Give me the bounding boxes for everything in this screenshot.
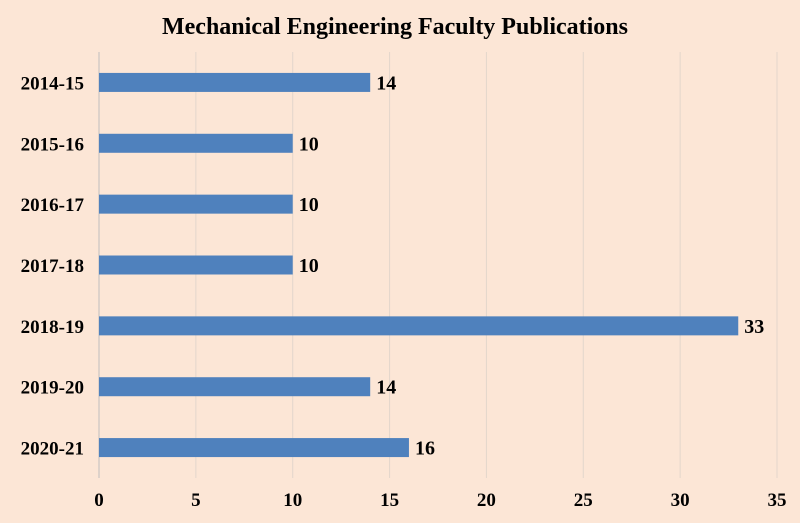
category-label: 2014-15 <box>21 73 84 94</box>
bar <box>99 72 371 92</box>
data-labels: 14 10 10 10 33 14 16 <box>299 72 765 459</box>
chart-title: Mechanical Engineering Faculty Publicati… <box>162 14 628 40</box>
category-label: 2020-21 <box>21 439 84 460</box>
x-tick-label: 35 <box>768 490 787 511</box>
data-label: 14 <box>376 72 396 94</box>
category-label: 2019-20 <box>21 378 84 399</box>
category-label: 2015-16 <box>21 134 84 155</box>
y-axis-category-labels: 2014-15 2015-16 2016-17 2017-18 2018-19 2019-… <box>21 73 85 459</box>
x-tick-label: 15 <box>380 490 399 511</box>
x-axis-tick-labels: 0 5 10 15 20 25 30 35 <box>94 490 786 511</box>
data-label: 10 <box>299 133 319 155</box>
bar <box>99 194 293 214</box>
x-tick-label: 30 <box>671 490 690 511</box>
x-tick-label: 0 <box>94 490 104 511</box>
bars <box>99 72 739 458</box>
bar <box>99 316 739 336</box>
x-tick-label: 20 <box>477 490 496 511</box>
bar <box>99 255 293 275</box>
x-tick-label: 10 <box>283 490 302 511</box>
category-label: 2017-18 <box>21 256 84 277</box>
data-label: 14 <box>376 377 396 399</box>
bar <box>99 133 293 153</box>
bar <box>99 377 371 397</box>
bar <box>99 438 409 458</box>
x-tick-label: 25 <box>574 490 593 511</box>
category-label: 2018-19 <box>21 317 84 338</box>
data-label: 10 <box>299 255 319 277</box>
data-label: 10 <box>299 194 319 216</box>
x-tick-label: 5 <box>191 490 201 511</box>
data-label: 33 <box>744 316 764 338</box>
data-label: 16 <box>415 438 435 460</box>
category-label: 2016-17 <box>21 195 85 216</box>
